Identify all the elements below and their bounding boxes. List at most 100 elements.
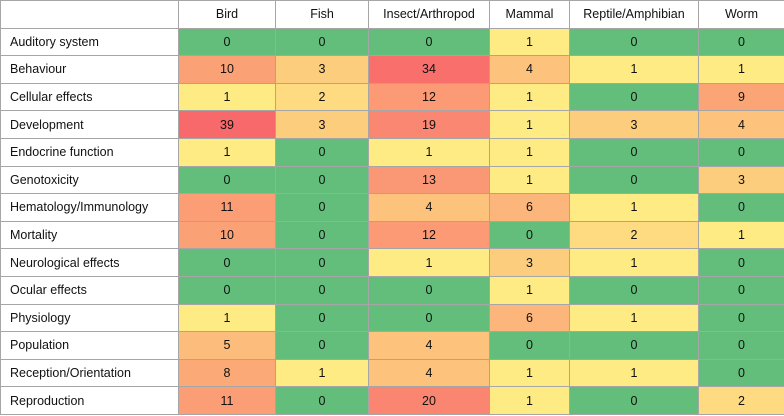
heatmap-cell: 0 (178, 248, 276, 277)
header-row: Bird Fish Insect/Arthropod Mammal Reptil… (0, 0, 784, 29)
heatmap-cell: 10 (178, 55, 276, 84)
table-row: Population 5 0 4 0 0 0 (0, 331, 784, 360)
heatmap-cell: 0 (275, 137, 369, 167)
heatmap-cell: 0 (698, 248, 784, 277)
table-row: Mortality 10 0 12 0 2 1 (0, 220, 784, 250)
heatmap-cell: 0 (698, 27, 784, 57)
table-row: Development 39 3 19 1 3 4 (0, 110, 784, 139)
table-row: Hematology/Immunology 11 0 4 6 1 0 (0, 193, 784, 222)
row-label: Behaviour (0, 55, 179, 84)
row-label: Endocrine function (0, 137, 179, 167)
heatmap-cell: 1 (368, 248, 490, 277)
heatmap-cell: 19 (368, 110, 490, 139)
heatmap-cell: 3 (489, 248, 570, 277)
heatmap-cell: 1 (489, 110, 570, 139)
heatmap-cell: 3 (275, 55, 369, 84)
heatmap-cell: 1 (178, 137, 276, 167)
table-row: Neurological effects 0 0 1 3 1 0 (0, 248, 784, 277)
heatmap-cell: 1 (698, 220, 784, 250)
table-row: Ocular effects 0 0 0 1 0 0 (0, 275, 784, 305)
heatmap-cell: 0 (698, 358, 784, 388)
heatmap-cell: 1 (489, 165, 570, 195)
heatmap-cell: 0 (698, 137, 784, 167)
heatmap-cell: 1 (489, 275, 570, 305)
table-row: Behaviour 10 3 34 4 1 1 (0, 55, 784, 84)
heatmap-cell: 1 (489, 137, 570, 167)
heatmap-cell: 1 (569, 303, 699, 333)
heatmap-cell: 0 (275, 220, 369, 250)
table-row: Auditory system 0 0 0 1 0 0 (0, 27, 784, 57)
heatmap-cell: 11 (178, 193, 276, 222)
heatmap-cell: 2 (698, 386, 784, 415)
heatmap-cell: 13 (368, 165, 490, 195)
heatmap-cell: 0 (275, 165, 369, 195)
heatmap-cell: 1 (275, 358, 369, 388)
row-label: Reception/Orientation (0, 358, 179, 388)
row-label: Mortality (0, 220, 179, 250)
heatmap-cell: 0 (569, 386, 699, 415)
row-label: Development (0, 110, 179, 139)
column-header: Mammal (489, 0, 570, 29)
heatmap-cell: 0 (275, 331, 369, 360)
heatmap-cell: 1 (489, 386, 570, 415)
table-row: Reception/Orientation 8 1 4 1 1 0 (0, 358, 784, 388)
heatmap-cell: 0 (489, 331, 570, 360)
heatmap-cell: 0 (178, 275, 276, 305)
heatmap-cell: 2 (275, 82, 369, 112)
heatmap-cell: 0 (275, 303, 369, 333)
table-row: Endocrine function 1 0 1 1 0 0 (0, 137, 784, 167)
heatmap-body: Auditory system 0 0 0 1 0 0 Behaviour 10 3 34 4 1 1 Ce… (0, 27, 784, 415)
heatmap-cell: 20 (368, 386, 490, 415)
heatmap-cell: 1 (178, 303, 276, 333)
heatmap-cell: 0 (698, 331, 784, 360)
row-label: Population (0, 331, 179, 360)
heatmap-cell: 4 (698, 110, 784, 139)
heatmap-cell: 2 (569, 220, 699, 250)
heatmap-cell: 0 (178, 165, 276, 195)
table-row: Cellular effects 1 2 12 1 0 9 (0, 82, 784, 112)
row-label: Reproduction (0, 386, 179, 415)
heatmap-cell: 0 (698, 303, 784, 333)
heatmap-cell: 9 (698, 82, 784, 112)
heatmap-cell: 0 (569, 137, 699, 167)
heatmap-cell: 3 (698, 165, 784, 195)
heatmap-cell: 6 (489, 303, 570, 333)
row-label: Hematology/Immunology (0, 193, 179, 222)
heatmap-cell: 3 (275, 110, 369, 139)
heatmap-cell: 0 (178, 27, 276, 57)
heatmap-cell: 1 (489, 82, 570, 112)
column-header: Worm (698, 0, 784, 29)
table-row: Genotoxicity 0 0 13 1 0 3 (0, 165, 784, 195)
column-header: Reptile/Amphibian (569, 0, 699, 29)
column-header: Fish (275, 0, 369, 29)
table-row: Physiology 1 0 0 6 1 0 (0, 303, 784, 333)
row-label: Neurological effects (0, 248, 179, 277)
heatmap-cell: 0 (569, 275, 699, 305)
row-label: Genotoxicity (0, 165, 179, 195)
heatmap-cell: 11 (178, 386, 276, 415)
heatmap-cell: 4 (368, 193, 490, 222)
corner-cell (0, 0, 179, 29)
heatmap-cell: 0 (368, 27, 490, 57)
heatmap-cell: 1 (489, 358, 570, 388)
heatmap-cell: 12 (368, 82, 490, 112)
heatmap-cell: 0 (698, 193, 784, 222)
heatmap-cell: 10 (178, 220, 276, 250)
row-label: Auditory system (0, 27, 179, 57)
row-label: Physiology (0, 303, 179, 333)
heatmap-cell: 1 (489, 27, 570, 57)
row-label: Ocular effects (0, 275, 179, 305)
heatmap-cell: 6 (489, 193, 570, 222)
heatmap-cell: 1 (569, 193, 699, 222)
heatmap-cell: 0 (275, 248, 369, 277)
heatmap-cell: 0 (569, 82, 699, 112)
heatmap-cell: 3 (569, 110, 699, 139)
heatmap-cell: 0 (698, 275, 784, 305)
heatmap-cell: 1 (178, 82, 276, 112)
heatmap-cell: 0 (275, 27, 369, 57)
heatmap-cell: 12 (368, 220, 490, 250)
heatmap-cell: 4 (368, 331, 490, 360)
heatmap-cell: 5 (178, 331, 276, 360)
heatmap-cell: 8 (178, 358, 276, 388)
